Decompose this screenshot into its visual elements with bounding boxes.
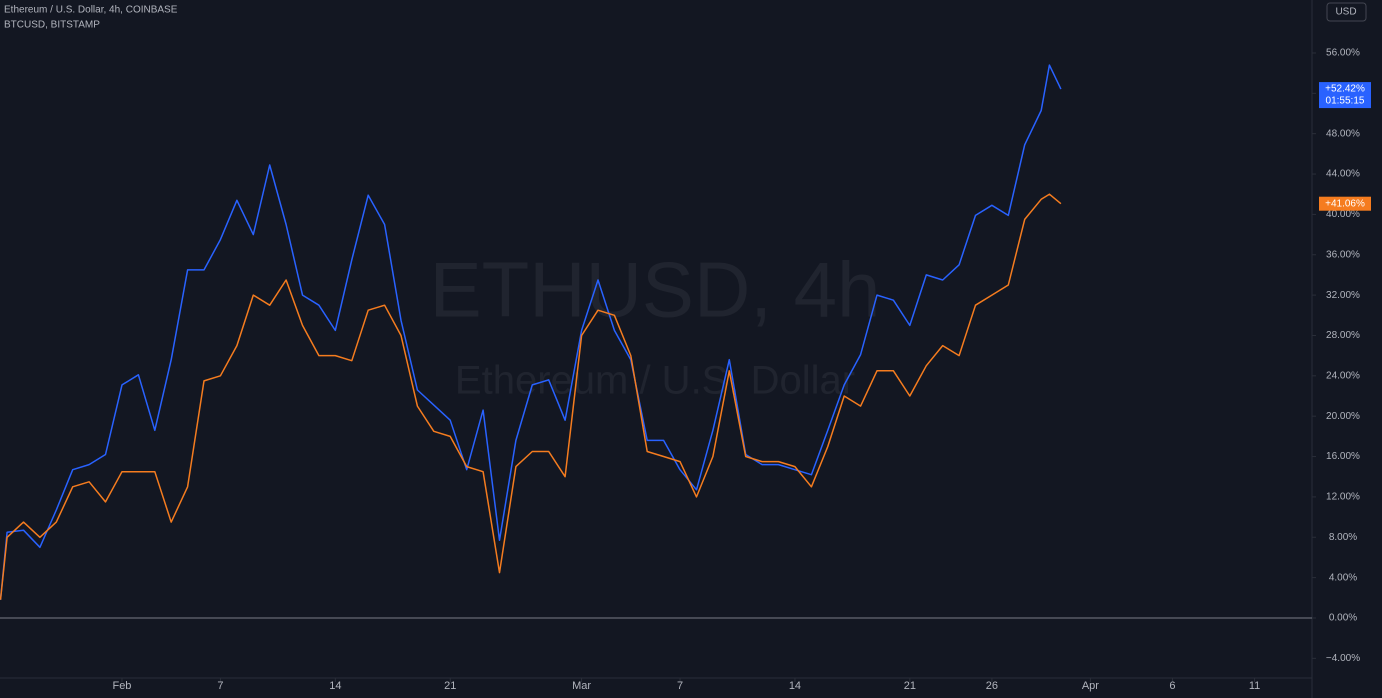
last-value-label: +41.06%: [1325, 198, 1365, 209]
watermark: ETHUSD, 4h: [430, 246, 881, 334]
y-tick-label: 44.00%: [1326, 169, 1360, 180]
x-tick-label: 6: [1169, 680, 1175, 692]
legend-item: BTCUSD, BITSTAMP: [4, 20, 100, 31]
x-tick-label: Mar: [572, 680, 591, 692]
x-tick-label: Feb: [112, 680, 131, 692]
y-tick-label: 36.00%: [1326, 249, 1360, 260]
y-tick-label: 56.00%: [1326, 48, 1360, 59]
y-tick-label: 32.00%: [1326, 290, 1360, 301]
watermark-subtitle: Ethereum / U.S. Dollar: [455, 359, 855, 403]
y-tick-label: −4.00%: [1326, 653, 1360, 664]
y-tick-label: 4.00%: [1329, 572, 1357, 583]
y-tick-label: 28.00%: [1326, 330, 1360, 341]
y-tick-label: 8.00%: [1329, 532, 1357, 543]
y-tick-label: 16.00%: [1326, 451, 1360, 462]
y-tick-label: 20.00%: [1326, 411, 1360, 422]
series-line: [0, 193, 1062, 600]
last-value-box: [1319, 196, 1371, 211]
countdown-label: 01:55:15: [1326, 96, 1365, 107]
y-tick-label: 48.00%: [1326, 128, 1360, 139]
last-value-label: +52.42%: [1325, 84, 1365, 95]
x-tick-label: 7: [677, 680, 683, 692]
y-tick-label: 12.00%: [1326, 492, 1360, 503]
x-tick-label: 14: [789, 680, 801, 692]
series-line: [0, 64, 1062, 600]
y-tick-label: 40.00%: [1326, 209, 1360, 220]
y-tick-label: 0.00%: [1329, 613, 1357, 624]
x-tick-label: 14: [329, 680, 341, 692]
x-tick-label: 11: [1249, 680, 1260, 692]
y-tick-label: 24.00%: [1326, 370, 1360, 381]
x-tick-label: 26: [986, 680, 998, 692]
x-tick-label: Apr: [1082, 680, 1099, 692]
legend-item: Ethereum / U.S. Dollar, 4h, COINBASE: [4, 5, 178, 16]
currency-button[interactable]: [1326, 2, 1367, 22]
currency-button-label[interactable]: USD: [1335, 7, 1356, 18]
x-tick-label: 21: [904, 680, 916, 692]
x-tick-label: 21: [444, 680, 456, 692]
x-tick-label: 7: [217, 680, 223, 692]
last-value-box: [1319, 82, 1371, 109]
